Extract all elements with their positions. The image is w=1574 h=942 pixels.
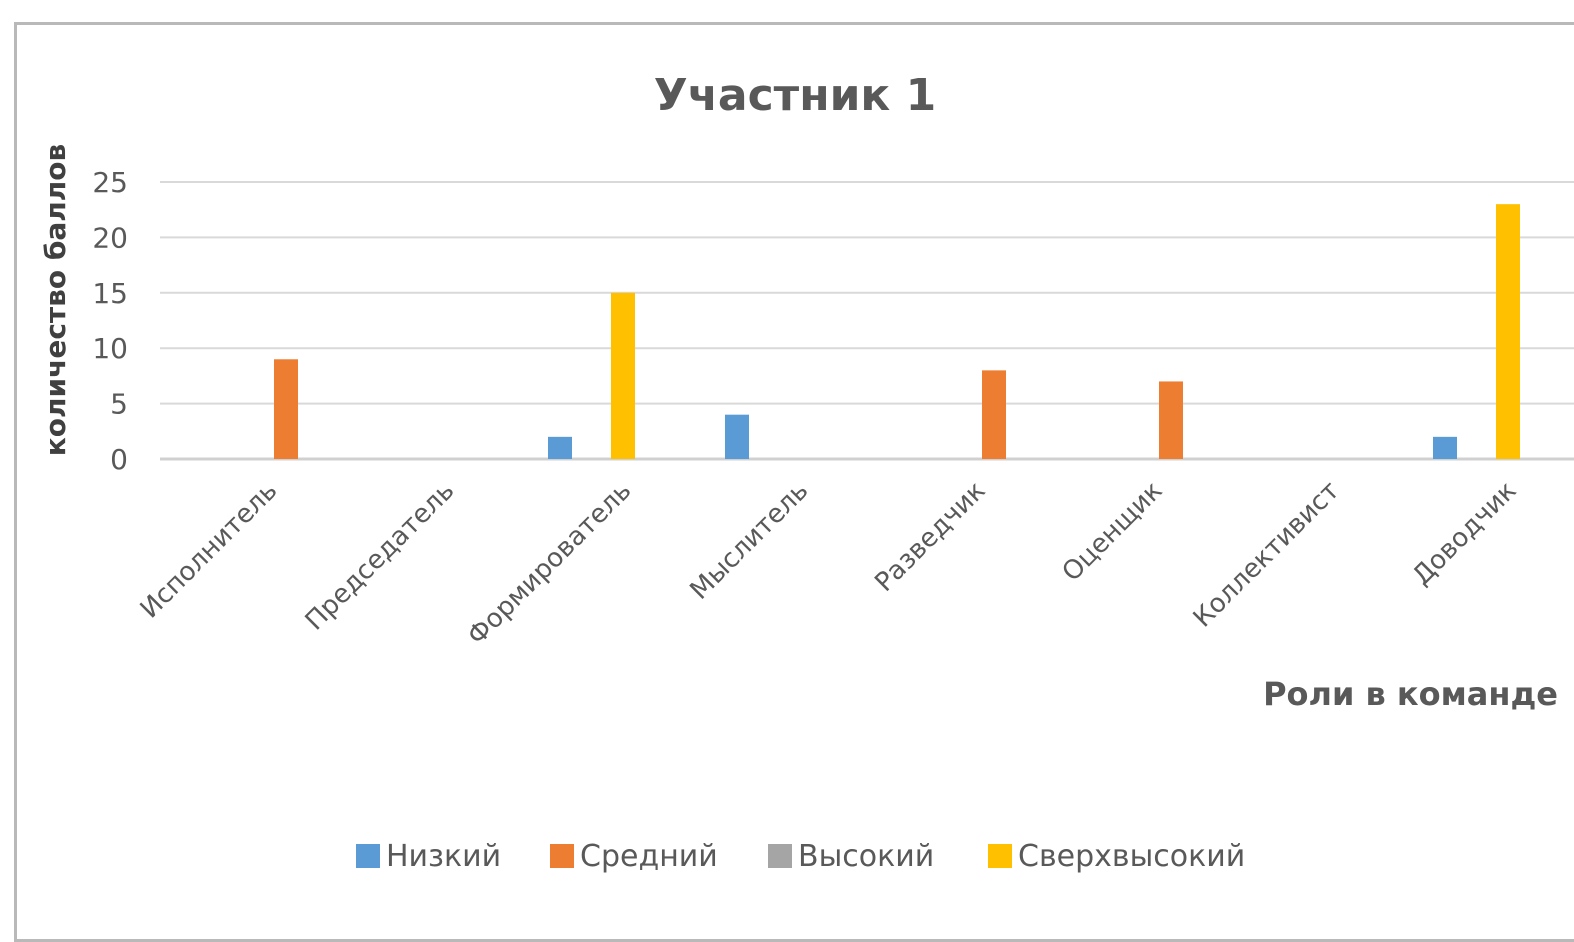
y-tick-label: 10 (92, 332, 128, 365)
bar (1433, 436, 1457, 459)
bar-chart: Участник 1 количество баллов Роли в кома… (39, 70, 1574, 874)
x-tick-labels: Исполнитель Председатель Формирователь Мысл… (135, 476, 1523, 651)
x-tick-label: Исполнитель (135, 476, 284, 625)
gridlines (160, 181, 1574, 461)
bar (1496, 204, 1520, 459)
x-tick-label: Коллективист (1188, 476, 1346, 634)
bars (274, 204, 1520, 459)
x-tick-label: Оценщик (1057, 476, 1169, 588)
legend-swatch (550, 844, 574, 868)
legend: Низкий Средний Высокий Сверхвысокий (356, 839, 1245, 874)
x-tick-label: Мыслитель (684, 476, 814, 606)
y-tick-label: 15 (92, 277, 128, 310)
x-tick-label: Председатель (300, 476, 461, 637)
legend-label: Средний (580, 839, 718, 874)
y-tick-label: 25 (92, 166, 128, 199)
legend-label: Сверхвысокий (1018, 839, 1245, 874)
legend-label: Низкий (386, 839, 501, 874)
bar (274, 359, 298, 459)
bar (548, 436, 572, 459)
y-tick-label: 0 (110, 443, 128, 476)
y-tick-label: 20 (92, 221, 128, 254)
bar (1159, 381, 1183, 459)
y-tick-label: 5 (110, 388, 128, 421)
y-tick-labels: 0 5 10 15 20 25 (92, 166, 128, 476)
bar (982, 370, 1006, 459)
legend-swatch (768, 844, 792, 868)
y-axis-label: количество баллов (39, 144, 72, 457)
legend-label: Высокий (798, 839, 934, 874)
bar (611, 292, 635, 459)
x-tick-label: Доводчик (1407, 476, 1523, 592)
x-axis-label: Роли в команде (1263, 675, 1558, 713)
legend-swatch (356, 844, 380, 868)
chart-title: Участник 1 (654, 70, 936, 121)
x-tick-label: Формирователь (462, 476, 637, 651)
legend-swatch (988, 844, 1012, 868)
x-tick-label: Разведчик (869, 476, 991, 598)
bar (725, 414, 749, 459)
